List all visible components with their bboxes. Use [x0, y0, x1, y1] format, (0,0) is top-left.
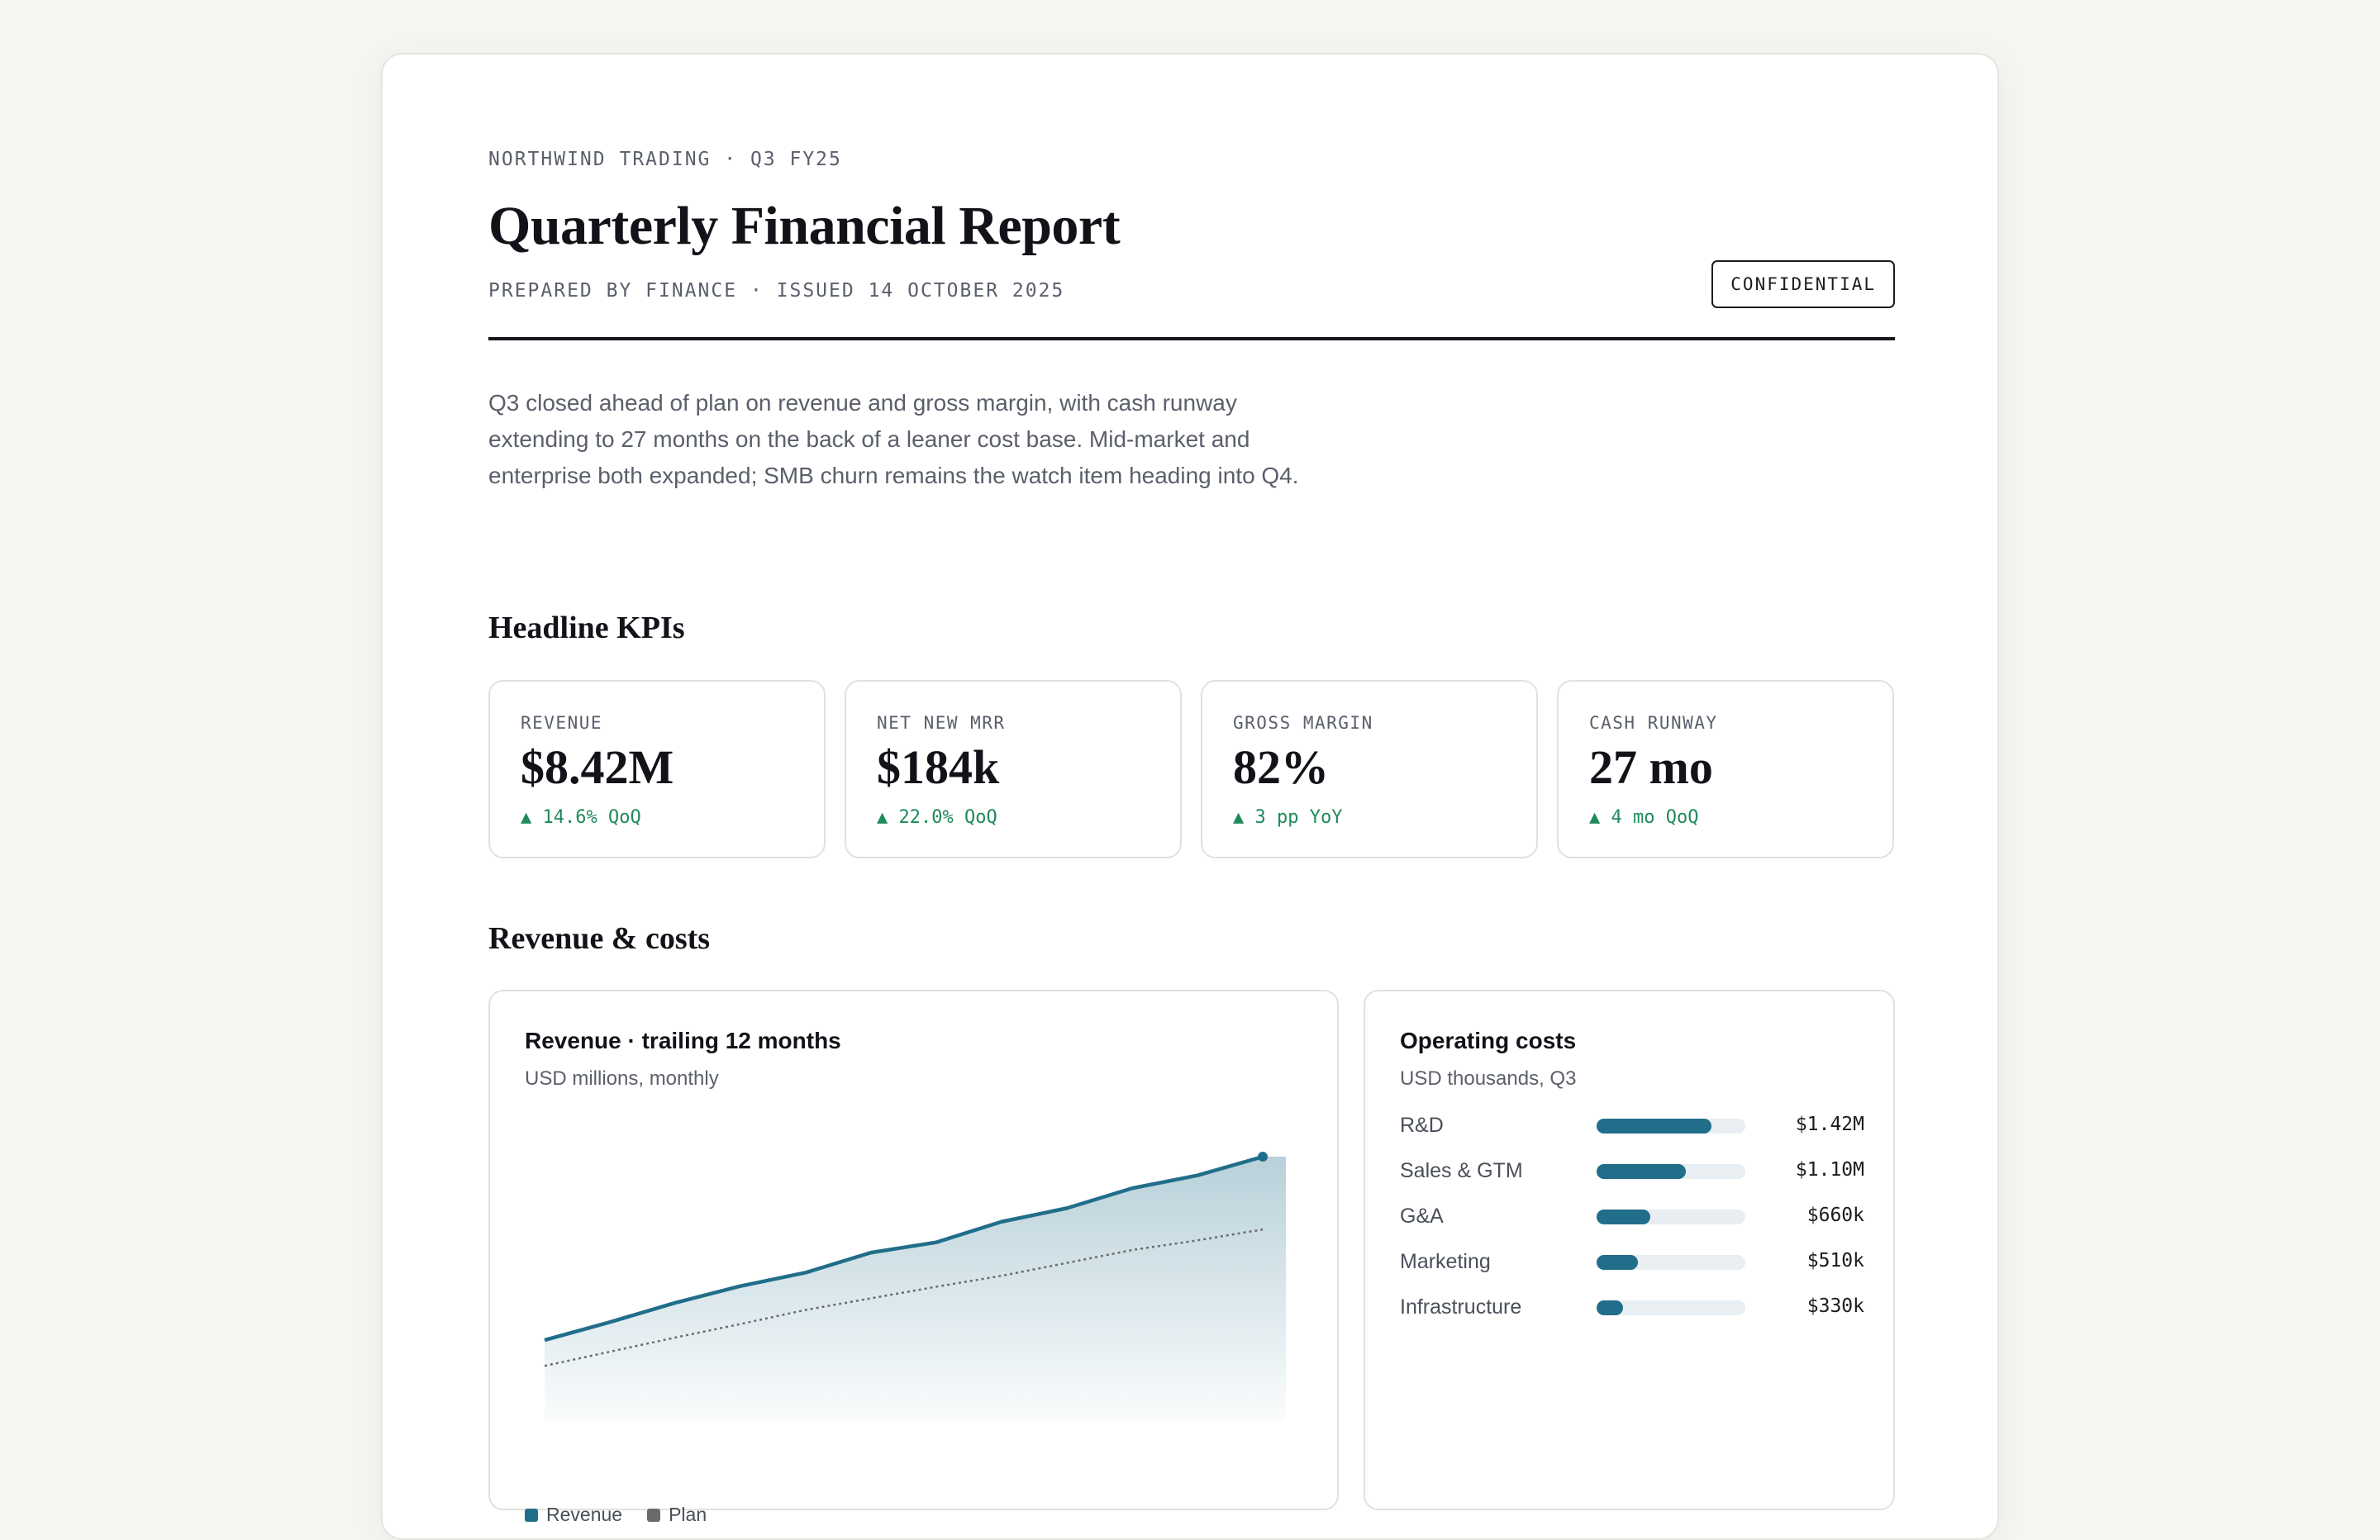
- cost-category-label: Infrastructure: [1400, 1295, 1522, 1319]
- kpi-card-net-new-mrr: NET NEW MRR $184k ▲ 22.0% QoQ: [845, 680, 1182, 858]
- kpi-value: $184k: [877, 740, 1000, 794]
- kpi-delta: ▲ 22.0% QoQ: [877, 807, 997, 828]
- revenue-series-line: [544, 1154, 1264, 1343]
- cost-row: Marketing $510k: [1400, 1247, 1864, 1280]
- header-divider: [488, 337, 1895, 340]
- cost-bar: [1597, 1119, 1711, 1134]
- cost-row: R&D $1.42M: [1400, 1110, 1864, 1143]
- kpi-value: 27 mo: [1589, 740, 1713, 794]
- cost-category-label: Marketing: [1400, 1250, 1491, 1273]
- revenue-chart-title: Revenue · trailing 12 months: [525, 1028, 841, 1053]
- revenue-latest-point: [1258, 1152, 1268, 1162]
- cost-bar: [1597, 1255, 1638, 1270]
- legend-swatch-plan: [647, 1508, 661, 1522]
- kpi-card-revenue: REVENUE $8.42M ▲ 14.6% QoQ: [488, 680, 826, 858]
- executive-summary: Q3 closed ahead of plan on revenue and g…: [488, 390, 1299, 488]
- cost-row: G&A $660k: [1400, 1201, 1864, 1234]
- cost-category-label: R&D: [1400, 1114, 1444, 1137]
- legend-label: Revenue: [546, 1504, 623, 1525]
- kpi-value: 82%: [1233, 740, 1329, 794]
- cost-value-label: $1.42M: [1795, 1114, 1864, 1135]
- kpi-label: NET NEW MRR: [877, 713, 1006, 733]
- cost-category-label: Sales & GTM: [1400, 1159, 1523, 1182]
- cost-bar-track: [1597, 1210, 1745, 1224]
- kpi-value: $8.42M: [521, 740, 674, 794]
- cost-bar-track: [1597, 1255, 1745, 1270]
- kpi-label: CASH RUNWAY: [1589, 713, 1718, 733]
- report-eyebrow: NORTHWIND TRADING · Q3 FY25: [488, 149, 842, 170]
- legend-label: Plan: [669, 1504, 707, 1525]
- kpi-delta: ▲ 14.6% QoQ: [521, 807, 641, 828]
- revenue-costs-heading: Revenue & costs: [488, 921, 711, 956]
- cost-row: Sales & GTM $1.10M: [1400, 1156, 1864, 1189]
- kpi-label: REVENUE: [521, 713, 603, 733]
- cost-row: Infrastructure $330k: [1400, 1292, 1864, 1325]
- revenue-area-fill: [545, 1157, 1286, 1421]
- cost-bar-track: [1597, 1300, 1745, 1315]
- cost-bar: [1597, 1164, 1686, 1179]
- cost-value-label: $660k: [1806, 1205, 1864, 1226]
- kpi-card-cash-runway: CASH RUNWAY 27 mo ▲ 4 mo QoQ: [1557, 680, 1894, 858]
- kpi-delta: ▲ 3 pp YoY: [1233, 807, 1343, 828]
- legend-swatch-revenue: [525, 1508, 538, 1522]
- revenue-chart-legend: Revenue Plan: [525, 1504, 707, 1526]
- operating-costs-card: Operating costs USD thousands, Q3 R&D $1.…: [1364, 990, 1895, 1510]
- revenue-chart-card: Revenue · trailing 12 months USD million…: [488, 990, 1339, 1525]
- page-title: Quarterly Financial Report: [488, 196, 1121, 256]
- cost-bar: [1597, 1210, 1650, 1224]
- plan-series-line: [544, 1228, 1264, 1367]
- costs-chart-title: Operating costs: [1400, 1028, 1577, 1053]
- cost-value-label: $510k: [1806, 1250, 1864, 1271]
- kpi-delta: ▲ 4 mo QoQ: [1589, 807, 1699, 828]
- cost-value-label: $330k: [1806, 1295, 1864, 1317]
- costs-chart-subtitle: USD thousands, Q3: [1400, 1067, 1577, 1090]
- report-page: NORTHWIND TRADING · Q3 FY25 Quarterly Fi…: [381, 53, 1999, 1540]
- report-meta: PREPARED BY FINANCE · ISSUED 14 OCTOBER …: [488, 280, 1065, 302]
- legend-item-revenue: Revenue: [525, 1504, 622, 1526]
- cost-bar-track: [1597, 1164, 1745, 1179]
- revenue-chart: [544, 1152, 1286, 1421]
- cost-category-label: G&A: [1400, 1205, 1444, 1228]
- kpi-card-gross-margin: GROSS MARGIN 82% ▲ 3 pp YoY: [1201, 680, 1538, 858]
- confidential-badge: CONFIDENTIAL: [1711, 260, 1895, 308]
- revenue-chart-subtitle: USD millions, monthly: [525, 1067, 719, 1090]
- kpi-label: GROSS MARGIN: [1233, 713, 1373, 733]
- cost-bar: [1597, 1300, 1624, 1315]
- cost-value-label: $1.10M: [1795, 1159, 1864, 1181]
- kpi-heading: Headline KPIs: [488, 611, 685, 645]
- legend-item-plan: Plan: [647, 1504, 707, 1526]
- kpi-grid: REVENUE $8.42M ▲ 14.6% QoQ NET NEW MRR $…: [488, 680, 1895, 858]
- cost-bar-track: [1597, 1119, 1745, 1134]
